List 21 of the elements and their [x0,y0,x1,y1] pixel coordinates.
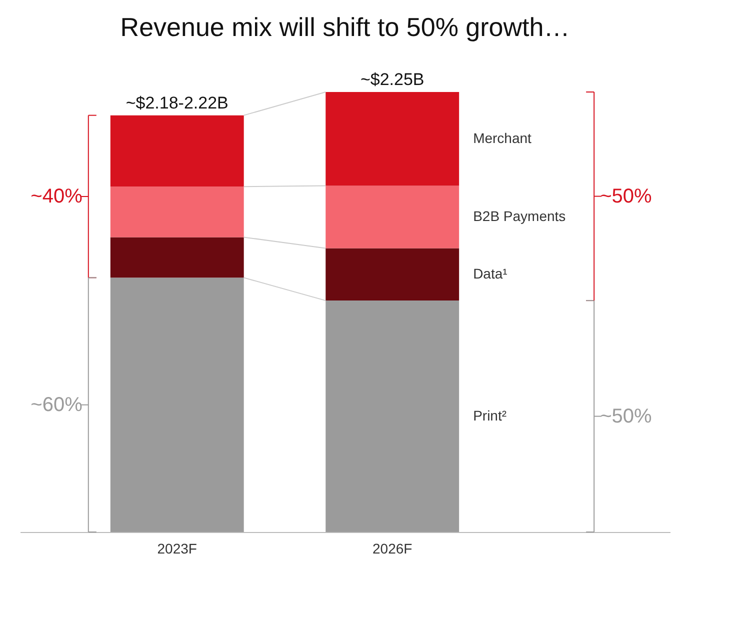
x-tick-label: 2026F [372,540,412,556]
annotation: ~60% [30,394,83,416]
bar [110,115,244,187]
bar [110,278,244,532]
bar [110,237,244,278]
annotation: ~$2.18-2.22B [126,93,228,112]
bar [326,248,460,301]
bar [326,92,460,186]
annotation: ~50% [600,405,652,428]
annotation: ~40% [30,186,83,208]
bar [110,186,244,238]
series-label: Merchant [473,130,532,146]
annotation: ~50% [600,185,652,208]
series-label: B2B Payments [473,208,566,224]
series-label: Data¹ [473,265,508,282]
annotation: ~$2.25B [360,70,424,89]
series-label: Print² [473,407,507,424]
x-tick-label: 2023F [157,540,197,556]
bar [326,300,460,532]
bar [326,186,460,248]
chart-title: Revenue mix will shift to 50% growth… [120,12,570,42]
